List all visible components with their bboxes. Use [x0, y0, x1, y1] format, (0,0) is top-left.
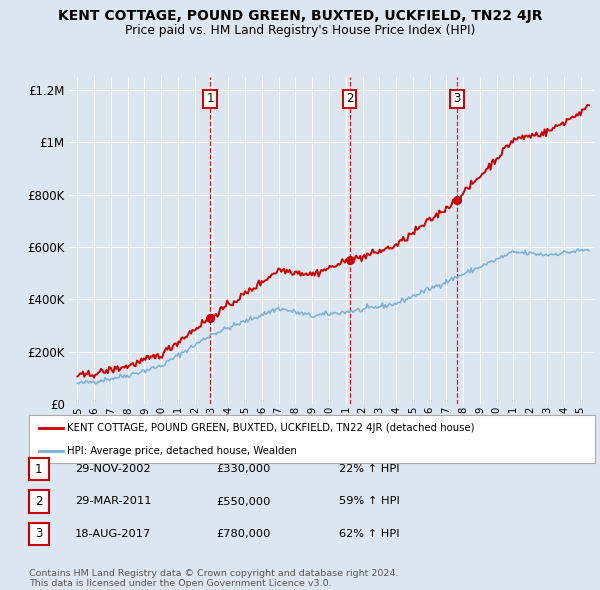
Text: 2: 2 [346, 93, 353, 106]
Text: 18-AUG-2017: 18-AUG-2017 [75, 529, 151, 539]
Text: KENT COTTAGE, POUND GREEN, BUXTED, UCKFIELD, TN22 4JR (detached house): KENT COTTAGE, POUND GREEN, BUXTED, UCKFI… [67, 423, 475, 433]
Text: 22% ↑ HPI: 22% ↑ HPI [339, 464, 400, 474]
Text: HPI: Average price, detached house, Wealden: HPI: Average price, detached house, Weal… [67, 446, 297, 456]
Text: 29-NOV-2002: 29-NOV-2002 [75, 464, 151, 474]
Text: 1: 1 [35, 463, 43, 476]
Text: 1: 1 [206, 93, 214, 106]
Text: Contains HM Land Registry data © Crown copyright and database right 2024.
This d: Contains HM Land Registry data © Crown c… [29, 569, 398, 588]
Text: 2: 2 [35, 495, 43, 508]
Text: 62% ↑ HPI: 62% ↑ HPI [339, 529, 400, 539]
Text: £550,000: £550,000 [216, 497, 271, 506]
Text: KENT COTTAGE, POUND GREEN, BUXTED, UCKFIELD, TN22 4JR: KENT COTTAGE, POUND GREEN, BUXTED, UCKFI… [58, 9, 542, 23]
Text: 3: 3 [35, 527, 43, 540]
Text: 3: 3 [453, 93, 461, 106]
Text: £330,000: £330,000 [216, 464, 271, 474]
Text: £780,000: £780,000 [216, 529, 271, 539]
Text: Price paid vs. HM Land Registry's House Price Index (HPI): Price paid vs. HM Land Registry's House … [125, 24, 475, 37]
Text: 29-MAR-2011: 29-MAR-2011 [75, 497, 151, 506]
Text: 59% ↑ HPI: 59% ↑ HPI [339, 497, 400, 506]
